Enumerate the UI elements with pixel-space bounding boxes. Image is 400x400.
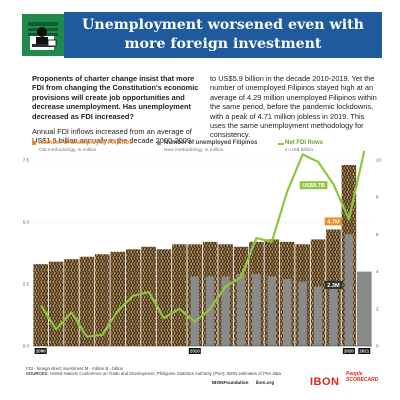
annotation-bg [324,280,343,289]
bar-old-unemployed [64,259,79,346]
bar-new-unemployed [205,276,215,346]
x-tick-label: 2021 [359,349,369,354]
x-tick-label: 2020 [344,349,354,354]
legend-swatch-old [32,141,36,145]
x-tick-label-bg [188,348,201,354]
people-scorecard-logo: People SCORECARD [346,371,379,383]
legend-title-new: Number of unemployed Filipinos [164,140,258,146]
bar-old-unemployed [125,249,141,346]
bar-new-unemployed [329,288,338,346]
x-tick-label-bg [342,348,355,354]
footer-sources: United Nations Conference on Trade and D… [49,371,281,377]
bar-new-unemployed [221,276,230,346]
intro-paragraph: Annual FDI inflows increased from an ave… [32,127,192,146]
footer: FDI - foreign direct investment M - mill… [26,366,306,377]
legend-title-fdi: Net FDI flows [285,140,324,146]
unemployment-illustration-icon [22,14,64,56]
annotation-bg [299,181,328,190]
annotation-bg [324,217,343,226]
annotation-label: 2.3M [327,283,340,289]
header: Unemployment worsened even with more for… [0,0,400,68]
y-left-tick-label: 5.0 [23,220,30,225]
intro-question: Proponents of charter change insist that… [32,74,199,121]
annotation-label: US$8.7B [302,183,325,189]
legend-swatch-new [157,141,161,145]
footer-abbreviations: FDI - foreign direct investment M - mill… [26,366,124,371]
bar-new-unemployed [313,286,323,346]
bar-new-unemployed [283,279,292,346]
intro-paragraph-continued: to US$5.9 billion in the decade 2010-201… [210,74,377,140]
social-handle[interactable]: IBONFoundation [212,380,249,385]
footer-sources-label: SOURCES: [26,371,49,377]
bar-old-unemployed [33,264,49,346]
intro-text: Proponents of charter change insist that… [32,74,202,146]
y-left-tick-label: 2.5 [23,282,30,287]
x-tick-label: 2000 [36,349,46,354]
bar-new-unemployed [356,271,372,346]
legend-swatch-fdi [278,143,284,145]
website-link[interactable]: ibon.org [255,380,275,385]
legend-item-new-unemployed: Number of unemployed Filipinos New metho… [157,140,257,154]
bar-new-unemployed [267,276,277,346]
annotation-label: 4.7M [327,219,340,225]
bar-old-unemployed [156,249,172,346]
person-at-desk-icon [22,14,64,56]
bar-old-unemployed [172,244,187,346]
bar-new-unemployed [298,281,307,346]
x-tick-label: 2010 [190,349,200,354]
bar-new-unemployed [344,234,354,346]
y-right-tick-label: 2 [376,306,379,311]
y-right-tick-label: 0 [376,344,379,349]
unemployment-fdi-chart: 0.0 2.5 5.0 7.5 0 2 4 6 8 10 2000 2010 2020 2021 US$8.… [23,150,382,354]
bar-new-unemployed [190,276,200,346]
bar-new-unemployed [252,274,261,346]
legend-sub-fdi: in US$ billion [285,148,313,153]
bar-old-unemployed [110,251,126,346]
y-right-tick-label: 10 [376,158,382,163]
legend-sub-old: Old methodology, in million [39,148,97,153]
y-right-tick-label: 4 [376,269,379,274]
y-right-tick-label: 6 [376,232,379,237]
fdi-series-line [39,150,366,338]
x-tick-label-bg [358,348,371,354]
bar-old-unemployed [48,261,64,346]
y-left-tick-label: 0.0 [23,344,30,349]
x-tick-label-bg [34,348,47,354]
legend-sub-new: New methodology, in million [164,148,224,153]
page-title: Unemployment worsened even with more for… [64,12,382,58]
social-links: IBONFoundation ibon.org [212,380,280,385]
legend-title-old: Number of unemployed Filipinos [39,140,133,146]
bar-old-unemployed [95,254,110,346]
bar-new-unemployed [236,274,246,346]
bar-old-unemployed [79,256,95,346]
ibon-logo: IBON [310,376,340,388]
bar-old-unemployed [141,246,156,346]
y-left-tick-label: 7.5 [23,158,30,163]
legend-item-old-unemployed: Number of unemployed Filipinos Old metho… [32,140,132,154]
legend-item-fdi: Net FDI flows in US$ billion [278,140,323,154]
y-right-tick-label: 8 [376,195,379,200]
